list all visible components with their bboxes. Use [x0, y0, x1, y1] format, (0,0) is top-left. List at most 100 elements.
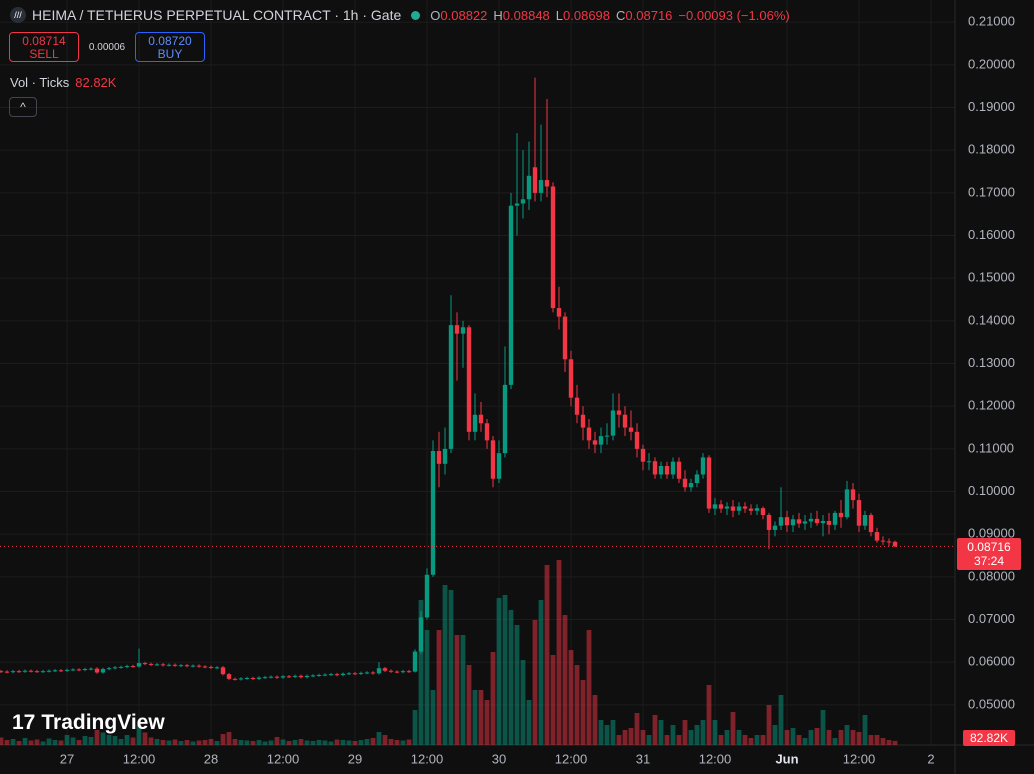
candle-body [892, 541, 898, 547]
volume-bar [64, 735, 70, 745]
y-tick-label: 0.20000 [968, 56, 1015, 71]
plot-bg [0, 0, 955, 745]
candle-body [376, 668, 382, 674]
volume-bar [724, 730, 730, 745]
volume-bar [238, 740, 244, 745]
volume-bar [880, 738, 886, 745]
candle-body [280, 676, 286, 678]
candle-body [640, 448, 646, 462]
candle-body [526, 175, 532, 200]
x-tick-label: 2 [927, 751, 934, 766]
volume-bar [70, 737, 76, 745]
volume-bar [124, 735, 130, 745]
buy-button[interactable]: 0.08720 BUY [135, 32, 205, 62]
candle-body [412, 651, 418, 672]
volume-bar [406, 739, 412, 745]
volume-bar [604, 725, 610, 745]
candle-body [676, 461, 682, 479]
candle-body [154, 664, 160, 666]
volume-bar [292, 740, 298, 745]
volume-bar [580, 680, 586, 745]
collapse-button[interactable]: ^ [9, 97, 37, 117]
volume-bar [640, 730, 646, 745]
candle-body [196, 665, 202, 667]
candle-body [172, 664, 178, 666]
volume-bar [10, 739, 16, 745]
candle-body [856, 500, 862, 526]
volume-bar [646, 735, 652, 745]
volume-bar [478, 690, 484, 745]
candle-body [874, 532, 880, 541]
volume-bar [484, 700, 490, 745]
volume-bar [280, 739, 286, 745]
candle-body [448, 325, 454, 449]
candle-body [40, 671, 46, 673]
x-tick-label: 30 [492, 751, 506, 766]
candle-body [460, 327, 466, 334]
candle-body [670, 461, 676, 475]
ohlc-key: L [555, 7, 564, 23]
volume-value: 82.82K [75, 75, 117, 90]
volume-bar [412, 710, 418, 745]
volume-bar [154, 739, 160, 745]
candle-body [346, 673, 352, 675]
candle-body [76, 669, 82, 671]
x-tick-label: 12:00 [411, 751, 444, 766]
candle-body [202, 666, 208, 668]
candle-body [514, 203, 520, 206]
volume-bar [436, 630, 442, 745]
volume-bar [376, 732, 382, 745]
candle-body [796, 519, 802, 524]
candle-body [112, 667, 118, 669]
last-price-label: 0.08716 37:24 [957, 538, 1021, 571]
candle-body [148, 663, 154, 665]
volume-bar [598, 720, 604, 745]
symbol-icon: /// [10, 7, 26, 23]
candle-body [226, 674, 232, 679]
volume-bar [784, 730, 790, 745]
candle-body [694, 474, 700, 484]
candle-body [478, 414, 484, 424]
candle-body [628, 427, 634, 432]
volume-bar [592, 695, 598, 745]
volume-bar [694, 725, 700, 745]
candle-body [442, 448, 448, 464]
candle-body [658, 465, 664, 475]
candle-body [820, 520, 826, 524]
candle-body [304, 675, 310, 678]
candle-body [436, 451, 442, 464]
candle-body [844, 489, 850, 518]
candle-body [388, 670, 394, 672]
candle-body [574, 397, 580, 415]
logo-mark: 17 [12, 711, 36, 734]
trade-panel: 0.08714 SELL 0.00006 0.08720 BUY [9, 32, 205, 62]
volume-bar [700, 720, 706, 745]
candle-body [580, 414, 586, 428]
volume-bar [346, 740, 352, 745]
volume-bar [868, 735, 874, 745]
volume-bar [220, 734, 226, 745]
volume-bar [382, 735, 388, 745]
y-tick-label: 0.11000 [968, 440, 1014, 455]
candle-body [838, 512, 844, 518]
ohlc-key: O [430, 7, 441, 23]
candle-body [16, 671, 22, 673]
candle-body [160, 664, 166, 666]
candle-body [736, 506, 742, 511]
sell-button[interactable]: 0.08714 SELL [9, 32, 79, 62]
candle-body [784, 517, 790, 526]
volume-bar [622, 730, 628, 745]
volume-bar [202, 740, 208, 745]
y-tick-label: 0.21000 [968, 14, 1015, 29]
candle-body [94, 668, 100, 673]
candle-body [550, 186, 556, 309]
candle-body [808, 518, 814, 522]
y-tick-label: 0.06000 [968, 654, 1015, 669]
candle-body [340, 673, 346, 676]
volume-bar [370, 738, 376, 745]
volume-bar [826, 730, 832, 745]
symbol-title[interactable]: HEIMA / TETHERUS PERPETUAL CONTRACT · 1h… [32, 7, 402, 23]
candle-body [700, 457, 706, 475]
volume-bar [796, 735, 802, 745]
volume-bar [718, 735, 724, 745]
